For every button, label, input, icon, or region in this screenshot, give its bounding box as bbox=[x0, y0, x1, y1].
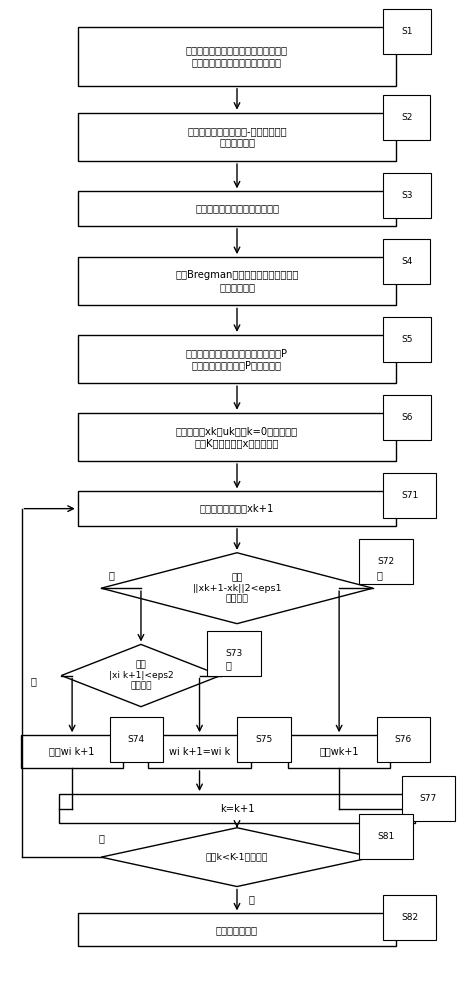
FancyBboxPatch shape bbox=[78, 335, 396, 383]
Text: 判断
|xi k+1|<eps2
是否成立: 判断 |xi k+1|<eps2 是否成立 bbox=[109, 661, 173, 690]
Text: S5: S5 bbox=[401, 335, 412, 344]
FancyBboxPatch shape bbox=[21, 735, 123, 768]
Polygon shape bbox=[101, 553, 373, 624]
Polygon shape bbox=[61, 644, 220, 707]
Text: 根据Bregman迭代方法，得到凸优化问
题的迭代公式: 根据Bregman迭代方法，得到凸优化问 题的迭代公式 bbox=[175, 270, 299, 292]
Text: 将回波信号转换到距离-角度域，并转
换为卷积形式: 将回波信号转换到距离-角度域，并转 换为卷积形式 bbox=[187, 126, 287, 148]
Text: 判断
||xk+1-xk||2<eps1
是否成立: 判断 ||xk+1-xk||2<eps1 是否成立 bbox=[192, 573, 282, 603]
Text: 根据迭代公式计算xk+1: 根据迭代公式计算xk+1 bbox=[200, 504, 274, 514]
Text: S75: S75 bbox=[255, 735, 273, 744]
Text: S6: S6 bbox=[401, 413, 412, 422]
FancyBboxPatch shape bbox=[78, 913, 396, 946]
Text: S1: S1 bbox=[401, 27, 412, 36]
Text: 判断k<K-1是否成立: 判断k<K-1是否成立 bbox=[206, 853, 268, 862]
Text: k=k+1: k=k+1 bbox=[219, 804, 255, 814]
Text: 否: 否 bbox=[249, 894, 255, 904]
Text: 否: 否 bbox=[225, 661, 231, 671]
Text: 计算wi k+1: 计算wi k+1 bbox=[49, 747, 95, 757]
FancyBboxPatch shape bbox=[78, 491, 396, 526]
Text: S82: S82 bbox=[401, 913, 418, 922]
FancyBboxPatch shape bbox=[78, 27, 396, 86]
Text: S72: S72 bbox=[377, 557, 395, 566]
Text: S2: S2 bbox=[401, 113, 412, 122]
Text: S81: S81 bbox=[377, 832, 395, 841]
FancyBboxPatch shape bbox=[59, 794, 415, 823]
FancyBboxPatch shape bbox=[78, 191, 396, 226]
Text: 将超分辨问题转换为凸优化问题: 将超分辨问题转换为凸优化问题 bbox=[195, 204, 279, 214]
FancyBboxPatch shape bbox=[78, 113, 396, 161]
Text: 初始化变量xk、uk，令k=0，设置迭代
终值K，得到变量x的迭代公式: 初始化变量xk、uk，令k=0，设置迭代 终值K，得到变量x的迭代公式 bbox=[176, 426, 298, 448]
FancyBboxPatch shape bbox=[288, 735, 390, 768]
Polygon shape bbox=[101, 828, 373, 887]
FancyBboxPatch shape bbox=[78, 413, 396, 461]
Text: S71: S71 bbox=[401, 491, 418, 500]
Text: S77: S77 bbox=[419, 794, 437, 803]
Text: S3: S3 bbox=[401, 191, 412, 200]
Text: 是: 是 bbox=[99, 834, 105, 844]
Text: S4: S4 bbox=[401, 257, 412, 266]
Text: 输出超分辨结果: 输出超分辨结果 bbox=[216, 925, 258, 935]
Text: 计算wk+1: 计算wk+1 bbox=[319, 747, 359, 757]
Text: 否: 否 bbox=[377, 570, 383, 580]
Text: 根据凸优化问题的迭代公式，对变量P
进行求解，得到变量P的迭代公式: 根据凸优化问题的迭代公式，对变量P 进行求解，得到变量P的迭代公式 bbox=[186, 348, 288, 370]
FancyBboxPatch shape bbox=[148, 735, 251, 768]
Text: S76: S76 bbox=[395, 735, 412, 744]
Text: S74: S74 bbox=[128, 735, 145, 744]
Text: 是: 是 bbox=[31, 676, 37, 686]
Text: wi k+1=wi k: wi k+1=wi k bbox=[169, 747, 230, 757]
FancyBboxPatch shape bbox=[78, 257, 396, 305]
Text: 发射线性调频信号，获取回波信号，并
进行脉冲压缩和距离走动校正处理: 发射线性调频信号，获取回波信号，并 进行脉冲压缩和距离走动校正处理 bbox=[186, 46, 288, 67]
Text: S73: S73 bbox=[225, 649, 243, 658]
Text: 是: 是 bbox=[108, 570, 114, 580]
